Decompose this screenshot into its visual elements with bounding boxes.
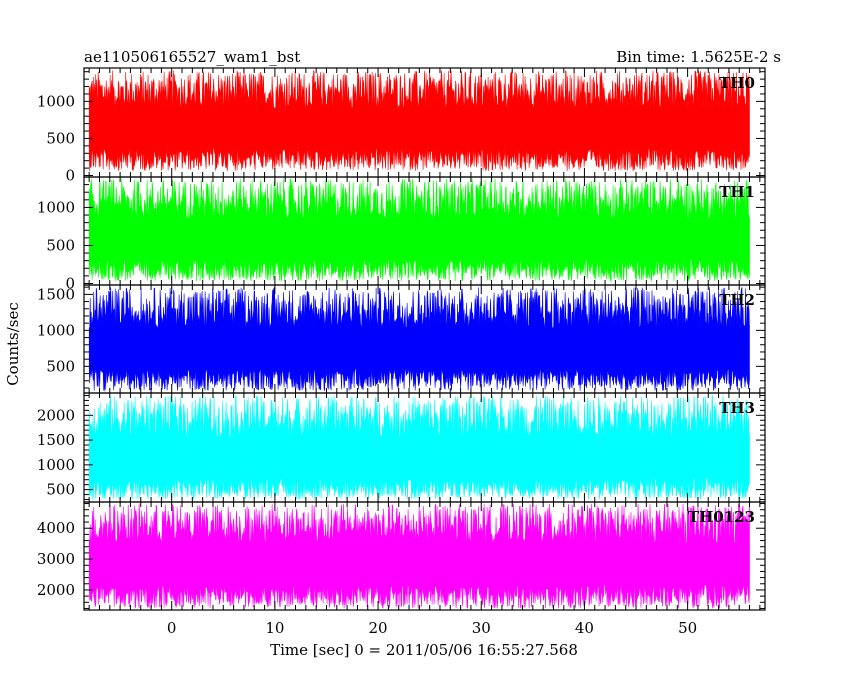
panel-label-th0123: TH0123: [688, 508, 755, 526]
y-tick-label: 1500: [37, 285, 75, 303]
x-tick-label: 20: [369, 619, 388, 637]
y-tick-label: 1000: [37, 456, 75, 474]
y-tick-label: 3000: [37, 550, 75, 568]
series-th0: [88, 70, 750, 172]
y-tick-label: 0: [65, 167, 75, 185]
y-axis-label: Counts/sec: [4, 302, 22, 386]
x-tick-label: 0: [167, 619, 177, 637]
panel-label-th3: TH3: [719, 399, 755, 417]
y-tick-label: 500: [46, 236, 75, 254]
y-tick-label: 1000: [37, 321, 75, 339]
x-axis-label: Time [sec] 0 = 2011/05/06 16:55:27.568: [270, 641, 578, 659]
y-tick-label: 2000: [37, 406, 75, 424]
chart-title-right: Bin time: 1.5625E-2 s: [616, 48, 781, 66]
series-th1: [88, 178, 750, 282]
panel-frame: [83, 501, 766, 611]
panel-label-th2: TH2: [719, 291, 755, 309]
x-tick-label: 40: [575, 619, 594, 637]
panel-th1: 0 500 1000 TH1: [37, 176, 766, 292]
y-tick-label: 2000: [37, 581, 75, 599]
panel-th2: 500 1000 1500 TH2: [37, 284, 766, 394]
chart-title-left: ae110506165527_wam1_bst: [84, 48, 300, 66]
y-tick-label: 500: [46, 357, 75, 375]
series-th3: [88, 395, 750, 500]
panel-label-th1: TH1: [719, 183, 755, 201]
series-th0123: [88, 503, 750, 609]
y-tick-label: 1500: [37, 431, 75, 449]
x-tick-label: 50: [678, 619, 697, 637]
y-tick-label: 4000: [37, 519, 75, 537]
series-th2: [88, 286, 750, 392]
x-tick-label: 30: [472, 619, 491, 637]
y-tick-label: 1000: [37, 198, 75, 216]
panel-label-th0: TH0: [719, 74, 755, 92]
y-tick-label: 1000: [37, 92, 75, 110]
y-tick-label: 500: [46, 481, 75, 499]
y-tick-label: 0: [65, 274, 75, 292]
panel-th0: 0 500 1000 TH0: [37, 67, 766, 185]
panel-th3: 500 1000 1500 2000 TH3: [37, 392, 766, 503]
panel-th0123: 2000 3000 4000 TH0123: [37, 501, 766, 611]
x-tick-label: 10: [265, 619, 284, 637]
y-tick-label: 500: [46, 129, 75, 147]
